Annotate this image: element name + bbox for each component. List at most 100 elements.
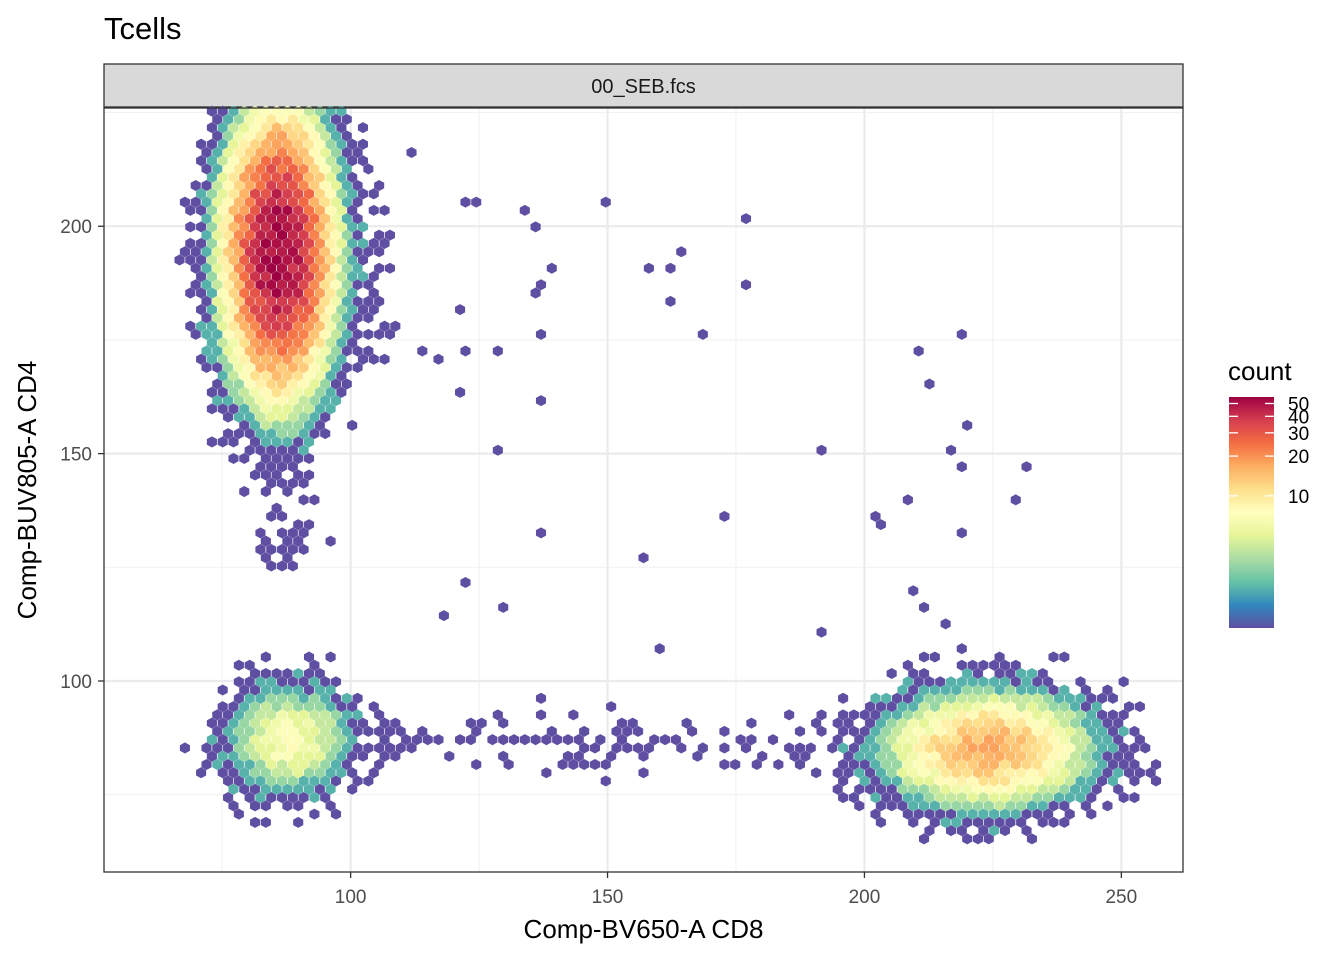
hex-cell bbox=[217, 353, 228, 365]
hex-cell bbox=[978, 758, 989, 770]
hex-cell bbox=[983, 684, 994, 696]
hex-cell bbox=[336, 155, 347, 167]
hex-cell bbox=[223, 229, 234, 241]
hex-cell bbox=[303, 419, 315, 431]
hex-cell bbox=[325, 717, 336, 729]
hex-cell bbox=[325, 701, 336, 713]
hex-cell bbox=[244, 345, 255, 357]
hex-cell bbox=[1048, 684, 1059, 696]
hex-cell bbox=[1021, 742, 1032, 754]
hex-cell bbox=[260, 750, 271, 762]
hex-cell bbox=[417, 725, 428, 737]
hex-cell bbox=[228, 800, 239, 812]
hex-cell bbox=[276, 725, 288, 737]
hex-cell bbox=[212, 213, 223, 225]
hex-cell bbox=[223, 742, 234, 754]
hex-cell bbox=[260, 237, 271, 249]
hex-cell bbox=[233, 146, 244, 158]
hex-cell bbox=[999, 725, 1011, 737]
hex-cell bbox=[1005, 800, 1016, 812]
hex-cell bbox=[287, 378, 298, 390]
hex-cell bbox=[546, 262, 557, 274]
hex-cell bbox=[266, 146, 277, 158]
hex-cell bbox=[314, 419, 325, 431]
hex-cell bbox=[595, 734, 606, 746]
hex-cell bbox=[239, 271, 250, 283]
hex-cell bbox=[233, 246, 244, 258]
hex-cell bbox=[228, 138, 239, 150]
hex-cell bbox=[1059, 750, 1070, 762]
hex-cell bbox=[994, 800, 1005, 812]
hex-cell bbox=[293, 204, 304, 216]
hex-cell bbox=[250, 403, 261, 415]
hex-cell bbox=[266, 461, 277, 473]
hex-cell bbox=[266, 295, 277, 307]
hex-cell bbox=[201, 146, 212, 158]
hex-cell bbox=[282, 552, 293, 564]
hex-cell bbox=[611, 742, 622, 754]
hex-cell bbox=[250, 750, 261, 762]
hex-cell bbox=[622, 725, 633, 737]
hex-cell bbox=[303, 138, 315, 150]
hex-cell bbox=[492, 709, 503, 721]
hex-cell bbox=[276, 246, 288, 258]
hex-cell bbox=[276, 444, 288, 456]
hex-cell bbox=[336, 750, 347, 762]
hex-cell bbox=[239, 337, 250, 349]
hex-cell bbox=[363, 279, 374, 291]
hex-cell bbox=[1048, 701, 1059, 713]
hex-cell bbox=[962, 684, 973, 696]
hex-cell bbox=[223, 196, 234, 208]
hex-cell bbox=[902, 792, 913, 804]
hex-cell bbox=[562, 750, 574, 762]
hex-cell bbox=[535, 279, 547, 291]
hex-cell bbox=[303, 651, 315, 663]
hex-cell bbox=[233, 775, 244, 787]
hex-cell bbox=[1086, 758, 1097, 770]
hex-cell bbox=[276, 461, 288, 473]
hex-cell bbox=[498, 601, 509, 613]
hex-cell bbox=[929, 717, 940, 729]
hex-cell bbox=[1032, 692, 1043, 704]
hex-cell bbox=[217, 717, 228, 729]
hex-cell bbox=[223, 295, 234, 307]
hex-cell bbox=[287, 775, 298, 787]
hex-cell bbox=[341, 345, 352, 357]
hex-cell bbox=[1043, 676, 1054, 688]
hex-cell bbox=[287, 692, 298, 704]
hex-cell bbox=[870, 758, 881, 770]
hex-cell bbox=[908, 684, 919, 696]
hex-cell bbox=[767, 734, 779, 746]
hex-cell bbox=[206, 122, 217, 134]
hex-cell bbox=[287, 428, 298, 440]
hex-cell bbox=[994, 701, 1005, 713]
hex-cell bbox=[924, 676, 935, 688]
hex-cell bbox=[196, 271, 207, 283]
hex-cell bbox=[1037, 800, 1048, 812]
hex-cell bbox=[1026, 750, 1037, 762]
hex-cell bbox=[341, 742, 352, 754]
hex-cell bbox=[978, 808, 989, 820]
hex-cell bbox=[1064, 775, 1075, 787]
hex-cell bbox=[972, 833, 984, 845]
hex-cell bbox=[1070, 734, 1081, 746]
hex-cell bbox=[352, 295, 363, 307]
hex-cell bbox=[217, 337, 228, 349]
hex-cell bbox=[1145, 767, 1156, 779]
hex-cell bbox=[266, 676, 277, 688]
hex-cell bbox=[1075, 792, 1086, 804]
hex-cell bbox=[945, 792, 957, 804]
hex-cell bbox=[687, 725, 698, 737]
hex-cell bbox=[271, 684, 282, 696]
hex-cell bbox=[417, 345, 428, 357]
hex-cell bbox=[956, 808, 967, 820]
hex-cell bbox=[1010, 808, 1021, 820]
hex-cell bbox=[1059, 734, 1070, 746]
hex-cell bbox=[492, 345, 503, 357]
hex-cell bbox=[1032, 792, 1043, 804]
hex-cell bbox=[1037, 734, 1048, 746]
hex-cell bbox=[1091, 750, 1102, 762]
hex-cell bbox=[913, 725, 924, 737]
hex-cell bbox=[271, 667, 282, 680]
hex-cell bbox=[892, 775, 903, 787]
